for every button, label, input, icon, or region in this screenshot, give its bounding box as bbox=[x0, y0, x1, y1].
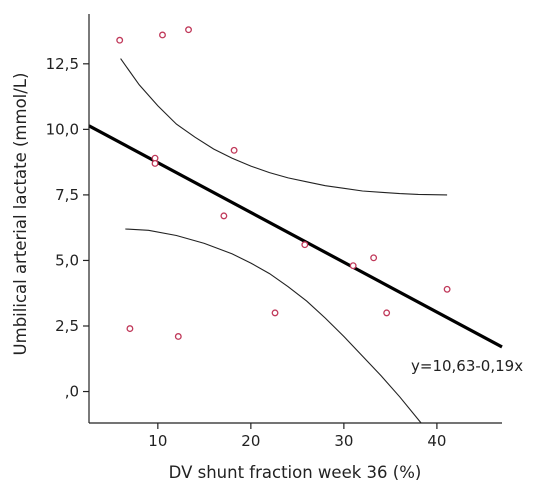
data-point bbox=[230, 146, 238, 154]
data-point bbox=[370, 254, 378, 262]
y-axis-title: Umbilical arterial lactate (mmol/L) bbox=[11, 73, 30, 356]
confidence-band-lower bbox=[125, 228, 422, 424]
x-tick-label: 30 bbox=[334, 432, 353, 450]
data-point bbox=[185, 26, 192, 34]
data-point bbox=[443, 285, 451, 293]
data-point bbox=[220, 212, 228, 220]
data-point bbox=[383, 309, 391, 317]
x-tick-label: 10 bbox=[148, 432, 167, 450]
data-point bbox=[349, 262, 357, 270]
confidence-band-upper bbox=[120, 58, 448, 196]
x-tick-label: 40 bbox=[427, 432, 446, 450]
y-tick-label: ,0 bbox=[65, 383, 79, 401]
data-point bbox=[301, 241, 309, 249]
regression-layer bbox=[88, 124, 503, 349]
data-points bbox=[116, 26, 451, 340]
x-axis-title: DV shunt fraction week 36 (%) bbox=[169, 463, 422, 482]
data-point bbox=[159, 31, 166, 39]
y-tick-label: 2,5 bbox=[55, 317, 79, 335]
confidence-band bbox=[120, 58, 448, 424]
y-tick-label: 5,0 bbox=[55, 251, 79, 269]
regression-line bbox=[88, 124, 503, 349]
regression-equation: y=10,63-0,19x bbox=[411, 357, 523, 375]
data-point bbox=[116, 36, 124, 44]
x-tick-label: 20 bbox=[241, 432, 260, 450]
y-tick-label: 10,0 bbox=[46, 120, 79, 138]
y-tick-label: 7,5 bbox=[55, 186, 79, 204]
data-point bbox=[271, 309, 279, 317]
data-point bbox=[151, 159, 159, 167]
y-tick-label: 12,5 bbox=[46, 55, 79, 73]
axes: 10 20 30 40 ,0 2,5 5,0 7,5 10,0 12,5 bbox=[46, 14, 502, 450]
data-point bbox=[126, 325, 134, 333]
data-point bbox=[174, 333, 182, 340]
